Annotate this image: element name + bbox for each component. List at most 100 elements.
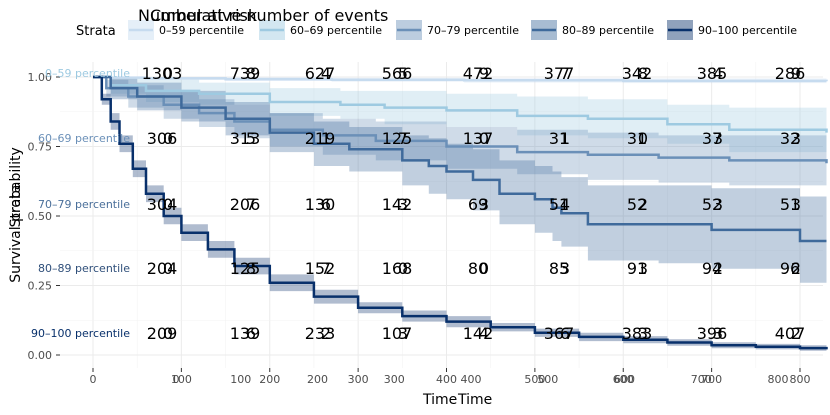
events-value: 3 (479, 195, 489, 214)
events-value: 3 (638, 324, 648, 343)
at-risk-value: 367 (544, 324, 575, 343)
legend-label-4: 90–100 percentile (698, 24, 797, 37)
at-risk-value: 472 (463, 64, 494, 83)
legend: Strata 0–59 percentile 60–69 percentile 70–… (76, 20, 797, 40)
at-risk-value: 206 (230, 195, 261, 214)
events-value: 6 (560, 324, 570, 343)
events-value: 3 (713, 129, 723, 148)
x-tick-label-overlay: 400 (461, 373, 482, 386)
x-tick-label-overlay: 0 (173, 373, 180, 386)
events-value: 9 (479, 64, 489, 83)
y-axis: 0.00 0.25 0.50 0.75 1.00 (28, 71, 60, 362)
x-tick-label: 300 (348, 373, 369, 386)
events-value: 3 (638, 259, 648, 278)
x-tick-label: 600 (613, 373, 634, 386)
events-value: 1 (321, 129, 331, 148)
events-value: 4 (560, 195, 570, 214)
y-tick-label: 0.00 (28, 349, 53, 362)
events-value: 3 (791, 129, 801, 148)
at-risk-value: 96 (780, 259, 800, 278)
strata-label-2: 70–79 percentile (38, 198, 130, 211)
x-tick-label: 200 (259, 373, 280, 386)
legend-title: Strata (76, 24, 116, 39)
at-risk-value: 125 (230, 259, 261, 278)
events-value: 6 (246, 324, 256, 343)
events-value: 8 (246, 259, 256, 278)
events-value: 5 (398, 64, 408, 83)
at-risk-value: 396 (697, 324, 728, 343)
events-value: 5 (246, 129, 256, 148)
survival-curves (93, 75, 828, 350)
at-risk-value: 313 (230, 129, 261, 148)
at-risk-value: 142 (382, 195, 413, 214)
x-tick-label-overlay: 100 (230, 373, 251, 386)
at-risk-value: 627 (305, 64, 336, 83)
legend-label-1: 60–69 percentile (290, 24, 382, 37)
at-risk-value: 32 (780, 129, 800, 148)
at-risk-value: 31 (627, 129, 647, 148)
at-risk-value: 566 (382, 64, 413, 83)
at-risk-value: 69 (468, 195, 488, 214)
at-risk-value: 51 (780, 195, 800, 214)
events-value: 0 (163, 259, 173, 278)
at-risk-value: 342 (622, 64, 653, 83)
survival-curve-1 (93, 75, 828, 133)
x-tick-label-overlay: 600 (614, 373, 635, 386)
x-tick-label: 100 (171, 373, 192, 386)
at-risk-value: 51 (549, 195, 569, 214)
at-risk-value: 204 (147, 259, 178, 278)
at-risk-value: 219 (305, 129, 336, 148)
overlay-title-2: Cumulative number of events (150, 6, 388, 25)
at-risk-value: 142 (463, 324, 494, 343)
ci-band-2 (93, 77, 827, 189)
survival-curve-3 (93, 75, 827, 243)
events-value: 3 (560, 259, 570, 278)
at-risk-value: 125 (382, 129, 413, 148)
strata-label-0: 0–59 percentile (45, 67, 130, 80)
events-value: 0 (479, 259, 489, 278)
at-risk-value: 377 (544, 64, 575, 83)
at-risk-value: 31 (549, 129, 569, 148)
x-tick-label: 400 (436, 373, 457, 386)
at-risk-value: 85 (549, 259, 569, 278)
ci-band-3 (93, 77, 827, 283)
events-value: 4 (713, 64, 723, 83)
at-risk-value: 168 (382, 259, 413, 278)
x-tick-label-overlay: 500 (537, 373, 558, 386)
at-risk-value: 407 (775, 324, 806, 343)
events-value: 9 (791, 64, 801, 83)
at-risk-value: 37 (702, 129, 722, 148)
at-risk-value: 130 (305, 195, 336, 214)
events-value: 0 (398, 259, 408, 278)
legend-label-3: 80–89 percentile (562, 24, 654, 37)
events-value: 1 (560, 129, 570, 148)
survival-curve-0 (93, 75, 828, 83)
at-risk-value: 139 (230, 324, 261, 343)
events-value: 7 (560, 64, 570, 83)
events-value: 7 (321, 259, 331, 278)
y-axis-label-overlay: Strata (8, 185, 24, 228)
y-tick-label: 0.25 (28, 280, 53, 293)
events-value: 4 (321, 64, 331, 83)
at-risk-value: 52 (702, 195, 722, 214)
at-risk-value: 286 (775, 64, 806, 83)
at-risk-value: 383 (622, 324, 653, 343)
x-axis-label-overlay: Time (457, 392, 492, 408)
strata-label-3: 80–89 percentile (38, 262, 130, 275)
y-tick-label: 0.75 (28, 141, 53, 154)
x-tick-label: 700 (701, 373, 722, 386)
events-value: 3 (791, 195, 801, 214)
events-value: 2 (791, 259, 801, 278)
legend-label-2: 70–79 percentile (427, 24, 519, 37)
events-value: 0 (163, 195, 173, 214)
events-value: 2 (638, 195, 648, 214)
events-value: 2 (713, 259, 723, 278)
x-tick-label-overlay: 200 (307, 373, 328, 386)
at-risk-value: 52 (627, 195, 647, 214)
strata-label-4: 90–100 percentile (31, 327, 130, 340)
events-value: 0 (638, 129, 648, 148)
events-value: 3 (398, 195, 408, 214)
at-risk-value: 306 (147, 129, 178, 148)
